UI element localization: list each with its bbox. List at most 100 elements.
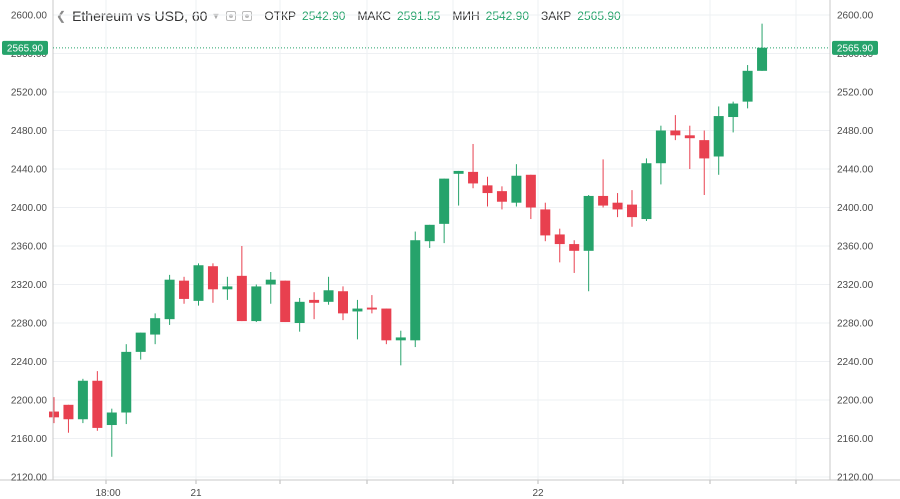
candle[interactable]: [496, 186, 507, 210]
candle[interactable]: [583, 194, 594, 292]
candle-body: [699, 140, 710, 159]
candle-body: [366, 307, 377, 310]
candle[interactable]: [150, 313, 161, 345]
x-axis[interactable]: 18:00 21 22: [95, 488, 544, 499]
candle-body: [525, 174, 536, 208]
candle[interactable]: [179, 276, 190, 304]
candle-body: [150, 318, 161, 335]
candle[interactable]: [193, 263, 204, 306]
candle-body: [482, 185, 493, 194]
candle[interactable]: [540, 202, 551, 242]
y-tick-label-left: 2160.00: [11, 434, 48, 445]
x-tick-label: 21: [190, 488, 202, 499]
candle[interactable]: [569, 240, 580, 273]
candle-body: [641, 163, 652, 220]
candle[interactable]: [511, 164, 522, 207]
candle[interactable]: [338, 286, 348, 321]
candle[interactable]: [554, 228, 565, 263]
candle-body: [164, 279, 175, 320]
candle-body: [655, 130, 666, 164]
y-tick-label-right: 2160.00: [837, 434, 874, 445]
candle-body: [670, 130, 681, 136]
y-tick-label-right: 2480.00: [837, 126, 874, 137]
candle[interactable]: [265, 271, 276, 304]
candle[interactable]: [655, 125, 666, 185]
candle[interactable]: [641, 158, 652, 221]
candle-body: [294, 301, 305, 323]
y-tick-label-right: 2280.00: [837, 319, 874, 330]
candle[interactable]: [164, 274, 175, 325]
candle[interactable]: [106, 408, 117, 457]
candle[interactable]: [63, 404, 74, 433]
candle-body: [280, 280, 291, 323]
y-tick-label-left: 2600.00: [11, 11, 48, 22]
candle[interactable]: [482, 176, 493, 207]
candle[interactable]: [699, 130, 710, 195]
candle-body: [77, 380, 88, 420]
candle-body: [583, 195, 594, 251]
candle[interactable]: [684, 125, 695, 169]
candle[interactable]: [323, 276, 334, 305]
candle[interactable]: [49, 397, 59, 424]
candle[interactable]: [453, 170, 464, 206]
candle-body: [439, 178, 450, 224]
candle[interactable]: [424, 224, 435, 248]
candle[interactable]: [280, 280, 291, 323]
price-tag-label: 2565.90: [7, 43, 44, 54]
candle-body: [236, 275, 247, 322]
candle[interactable]: [352, 299, 363, 340]
candle-body: [92, 380, 103, 428]
y-tick-label-left: 2200.00: [11, 396, 48, 407]
y-tick-label-right: 2120.00: [837, 473, 874, 484]
axes: [0, 0, 900, 484]
candle[interactable]: [121, 344, 132, 425]
candle[interactable]: [395, 330, 406, 366]
candle[interactable]: [381, 308, 392, 345]
collapse-legend-icon[interactable]: ❮: [56, 9, 67, 23]
candle[interactable]: [236, 246, 247, 322]
candle-body: [540, 209, 551, 236]
candle[interactable]: [135, 332, 146, 360]
candle[interactable]: [728, 101, 739, 133]
y-tick-label-right: 2440.00: [837, 165, 874, 176]
candle[interactable]: [366, 295, 377, 314]
candle-body: [684, 135, 695, 139]
y-axis-left[interactable]: 2600.002560.002520.002480.002440.002400.…: [11, 11, 48, 484]
candle[interactable]: [670, 115, 681, 141]
candle-body: [265, 279, 276, 285]
candle-body: [121, 351, 132, 413]
candle[interactable]: [92, 371, 103, 431]
candle[interactable]: [742, 65, 753, 109]
grid-lines: [53, 0, 830, 480]
candle[interactable]: [713, 106, 724, 175]
candle[interactable]: [309, 292, 320, 320]
candle-body: [207, 266, 218, 290]
candle[interactable]: [207, 263, 218, 303]
candle-body: [511, 175, 522, 203]
open-value: 2542.90: [302, 9, 346, 23]
candles: [49, 23, 768, 457]
candle[interactable]: [757, 23, 768, 71]
candle[interactable]: [222, 276, 233, 300]
close-value: 2565.90: [577, 9, 621, 23]
visibility-icon[interactable]: [226, 11, 237, 21]
y-tick-label-left: 2520.00: [11, 88, 48, 99]
settings-icon[interactable]: [242, 11, 253, 21]
candle-body: [424, 224, 435, 242]
candle-body: [63, 404, 74, 420]
candle[interactable]: [294, 297, 305, 332]
candle[interactable]: [439, 178, 450, 244]
candle[interactable]: [77, 378, 88, 424]
candle[interactable]: [468, 143, 479, 189]
y-axis-right[interactable]: 2600.002560.002520.002480.002440.002400.…: [837, 11, 874, 484]
candle[interactable]: [410, 231, 421, 348]
chevron-down-icon[interactable]: ▼: [211, 11, 221, 21]
candle-body: [352, 308, 363, 312]
candle[interactable]: [598, 159, 609, 208]
candle-body: [742, 70, 753, 102]
candle[interactable]: [251, 284, 262, 323]
candle[interactable]: [525, 174, 536, 220]
candle[interactable]: [627, 190, 637, 227]
candle[interactable]: [612, 193, 623, 218]
